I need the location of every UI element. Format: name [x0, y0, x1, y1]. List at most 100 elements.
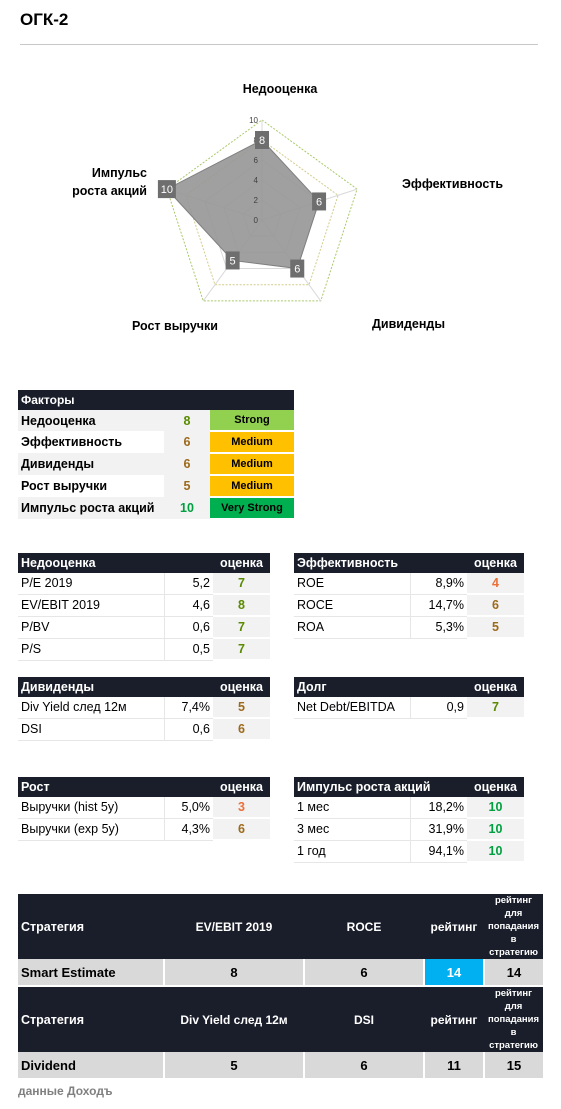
axis-label-impulse-line1: Импульс — [92, 166, 147, 180]
factor-score: 6 — [164, 431, 210, 453]
factor-name: Эффективность — [18, 431, 164, 453]
metric-row: Div Yield след 12м 7,4% 5 — [18, 697, 270, 719]
metric-score: 7 — [213, 573, 270, 595]
metric-label: Net Debt/EBITDA — [294, 697, 411, 719]
factor-level-badge: Medium — [210, 453, 294, 476]
metric-score: 10 — [467, 818, 524, 841]
growth-table: Рост оценка Выручки (hist 5y) 5,0% 3 Выручк… — [18, 777, 270, 841]
radar-tick-label: 0 — [254, 216, 259, 225]
strategy-rating: 11 — [423, 1052, 484, 1078]
efficiency-header: Эффективность — [294, 553, 467, 573]
metric-score: 3 — [213, 797, 270, 819]
metric-value: 7,4% — [164, 697, 213, 719]
svg-text:8: 8 — [259, 135, 265, 147]
factor-score: 8 — [164, 410, 210, 431]
factor-level-badge: Medium — [210, 431, 294, 454]
metric-label: ROCE — [294, 594, 411, 617]
valuation-table: Недооценка оценка P/E 2019 5,2 7 EV/EBIT 20… — [18, 553, 270, 661]
efficiency-score-header: оценка — [467, 553, 524, 573]
metric-label: ROE — [294, 573, 411, 595]
efficiency-table: Эффективность оценка ROE 8,9% 4 ROCE 14,7% 6 R… — [294, 553, 524, 639]
strategy-col2-header: DSI — [304, 987, 424, 1052]
radar-tick-label: 2 — [254, 196, 259, 205]
factor-score: 5 — [164, 475, 210, 497]
factor-name: Рост выручки — [18, 475, 164, 497]
divider — [20, 44, 538, 45]
radar-ring — [185, 139, 339, 286]
dividends-score-header: оценка — [213, 677, 270, 697]
factor-score: 6 — [164, 453, 210, 475]
metric-row: ROCE 14,7% 6 — [294, 594, 524, 617]
metric-label: Выручки (exp 5y) — [18, 818, 165, 841]
svg-text:5: 5 — [230, 255, 236, 267]
metric-row: P/BV 0,6 7 — [18, 616, 270, 639]
metric-row: ROE 8,9% 4 — [294, 573, 524, 595]
strategy-value1: 8 — [163, 959, 304, 985]
metric-row: 1 мес 18,2% 10 — [294, 797, 524, 819]
strategy-col1-header: Div Yield след 12м — [164, 987, 304, 1052]
metric-score: 10 — [467, 797, 524, 819]
strategy-value1: 5 — [163, 1052, 304, 1078]
axis-label-efficiency: Эффективность — [402, 177, 503, 191]
metric-row: EV/EBIT 2019 4,6 8 — [18, 594, 270, 617]
metric-row: Net Debt/EBITDA 0,9 7 — [294, 697, 524, 719]
metric-value: 4,6 — [164, 594, 213, 617]
strategy-col1-header: EV/EBIT 2019 — [164, 894, 304, 959]
dividends-table: Дивиденды оценка Div Yield след 12м 7,4% 5… — [18, 677, 270, 741]
strategy-rating-header: рейтинг — [424, 987, 484, 1052]
metric-value: 0,6 — [164, 718, 213, 741]
metric-label: 1 год — [294, 840, 411, 863]
strategy-target-header: рейтинг для попадания в стратегию — [484, 894, 543, 959]
strategy-value2: 6 — [303, 1052, 424, 1078]
factor-row: Дивиденды 6 Medium — [18, 453, 294, 476]
factor-row: Импульс роста акций 10 Very Strong — [18, 497, 294, 520]
metric-row: P/E 2019 5,2 7 — [18, 573, 270, 595]
momentum-score-header: оценка — [467, 777, 524, 797]
metric-row: P/S 0,5 7 — [18, 638, 270, 661]
factor-name: Недооценка — [18, 410, 164, 431]
metric-value: 5,3% — [410, 616, 467, 639]
factors-header: Факторы — [18, 390, 294, 410]
metric-value: 5,0% — [164, 797, 213, 819]
metric-label: ROA — [294, 616, 411, 639]
metric-row: ROA 5,3% 5 — [294, 616, 524, 639]
svg-text:10: 10 — [161, 184, 173, 196]
metric-score: 6 — [213, 718, 270, 741]
momentum-header: Импульс роста акций — [294, 777, 467, 797]
valuation-score-header: оценка — [213, 553, 270, 573]
factor-name: Импульс роста акций — [18, 497, 164, 519]
radar-value-label: 6 — [312, 192, 327, 211]
axis-label-undervaluation: Недооценка — [243, 82, 319, 96]
factor-level-badge: Very Strong — [210, 497, 294, 520]
metric-row: 1 год 94,1% 10 — [294, 840, 524, 863]
radar-value-label: 5 — [225, 251, 240, 270]
factor-level-badge: Strong — [210, 410, 294, 432]
metric-label: P/E 2019 — [18, 573, 165, 595]
metric-score: 7 — [213, 616, 270, 639]
metric-label: P/BV — [18, 616, 165, 639]
strategy-value2: 6 — [303, 959, 424, 985]
metric-score: 7 — [467, 697, 524, 719]
factor-row: Рост выручки 5 Medium — [18, 475, 294, 498]
axis-label-impulse-line2: роста акций — [72, 184, 147, 198]
factors-table: Факторы Недооценка 8 Strong Эффективность 6 M… — [18, 390, 294, 520]
strategy-smart-estimate-table: Стратегия EV/EBIT 2019 ROCE рейтинг рейт… — [18, 894, 543, 985]
strategy-rating: 14 — [423, 959, 484, 985]
strategy-dividend-table: Стратегия Div Yield след 12м DSI рейтинг… — [18, 987, 543, 1078]
metric-score: 6 — [213, 818, 270, 841]
metric-value: 0,6 — [164, 616, 213, 639]
metric-value: 8,9% — [410, 573, 467, 595]
radar-tick-label: 4 — [254, 176, 259, 185]
factor-level-badge: Medium — [210, 475, 294, 498]
metric-label: DSI — [18, 718, 165, 741]
metric-score: 10 — [467, 840, 524, 863]
svg-text:6: 6 — [316, 196, 322, 208]
metric-value: 4,3% — [164, 818, 213, 841]
metric-row: 3 мес 31,9% 10 — [294, 818, 524, 841]
axis-label-dividends: Дивиденды — [372, 317, 445, 331]
metric-label: 1 мес — [294, 797, 411, 819]
metric-score: 5 — [213, 697, 270, 719]
metric-value: 31,9% — [410, 818, 467, 841]
metric-score: 7 — [213, 638, 270, 661]
